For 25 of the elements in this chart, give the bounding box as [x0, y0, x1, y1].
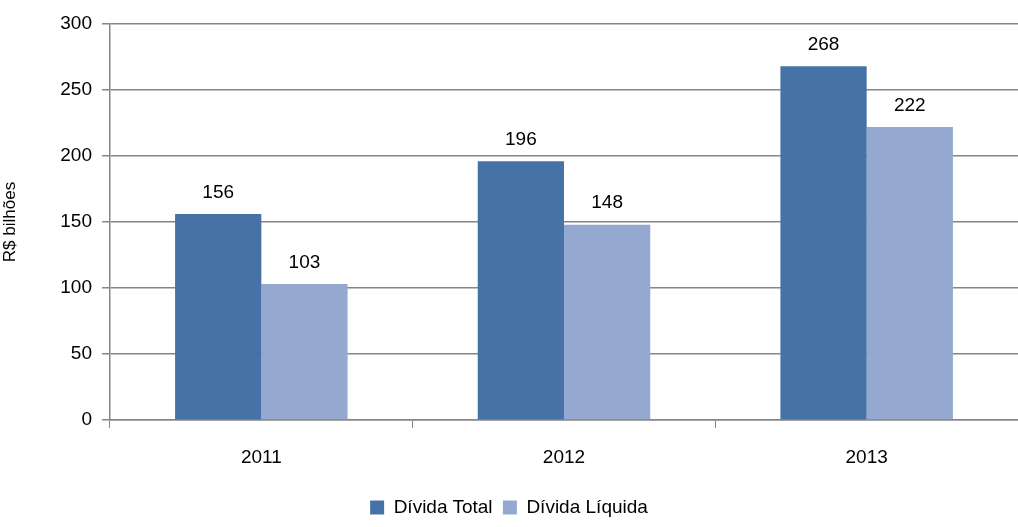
x-tick-label: 2012 — [542, 445, 586, 467]
bar — [780, 66, 867, 420]
bar — [866, 126, 953, 420]
y-tick-label: 300 — [60, 12, 92, 34]
bar — [477, 161, 564, 420]
data-label: 156 — [202, 180, 235, 202]
bar — [175, 214, 262, 420]
data-label: 222 — [893, 93, 926, 115]
y-tick-label: 150 — [60, 210, 92, 232]
y-axis-title: R$ bilhões — [0, 181, 19, 263]
legend-label: Dívida Total — [393, 495, 493, 517]
y-tick-label: 50 — [70, 342, 92, 364]
y-tick-label: 250 — [60, 78, 92, 100]
data-label: 196 — [505, 128, 537, 150]
y-tick-label: 100 — [60, 276, 92, 298]
data-label: 268 — [807, 32, 840, 54]
y-tick-label: 0 — [81, 408, 92, 430]
x-tick-label: 2011 — [240, 445, 282, 467]
legend-label: Dívida Líquida — [526, 495, 649, 517]
x-tick-label: 2013 — [845, 445, 888, 467]
bar — [564, 224, 651, 420]
data-label: 148 — [591, 191, 623, 213]
y-tick-label: 200 — [60, 144, 92, 166]
bar — [261, 284, 348, 420]
data-label: 103 — [288, 250, 321, 272]
